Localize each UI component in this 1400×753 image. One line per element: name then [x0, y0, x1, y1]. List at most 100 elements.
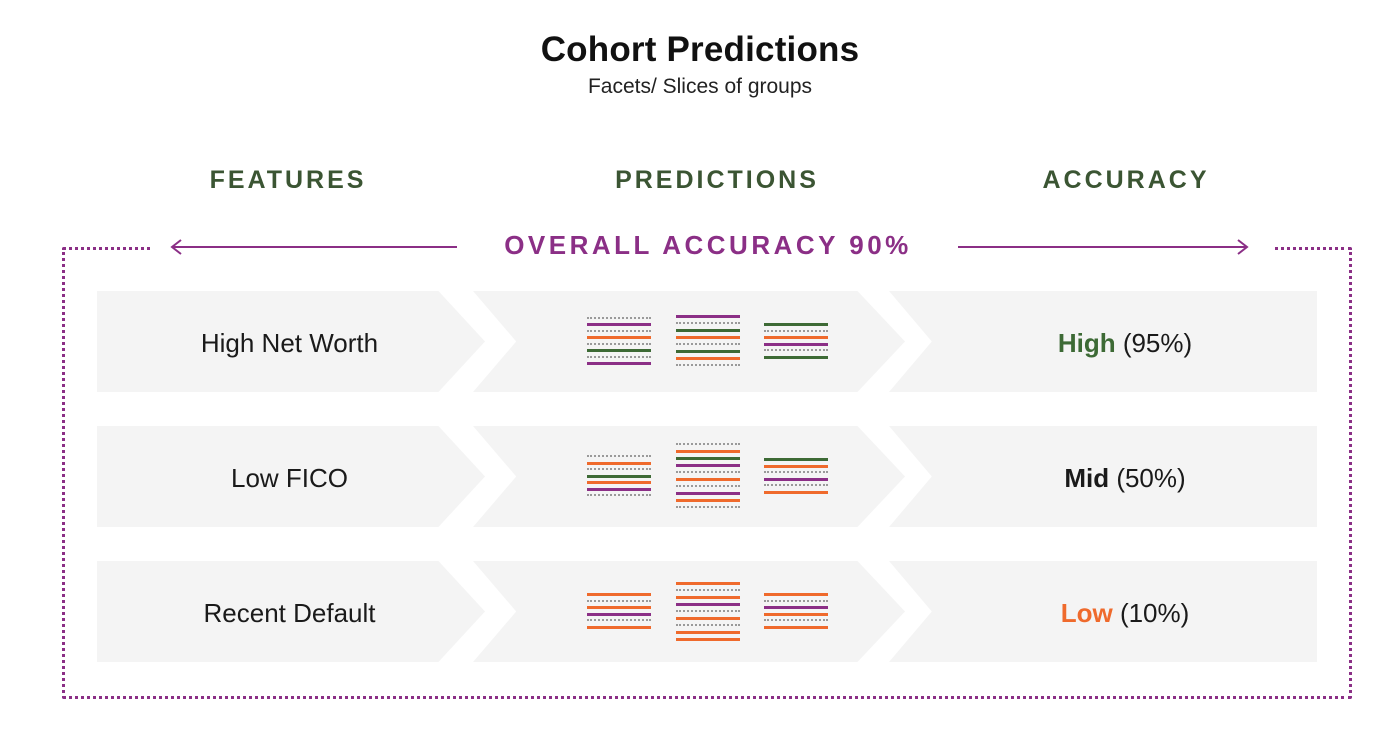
prediction-line — [764, 355, 828, 359]
prediction-line — [676, 464, 740, 467]
prediction-line — [587, 593, 651, 597]
prediction-segment — [473, 426, 905, 527]
prediction-line — [676, 581, 740, 585]
prediction-line — [676, 336, 740, 339]
prediction-line — [676, 457, 740, 460]
prediction-line — [764, 477, 828, 481]
prediction-line — [764, 471, 828, 474]
prediction-line — [676, 595, 740, 599]
prediction-line — [676, 485, 740, 488]
prediction-line — [676, 602, 740, 606]
left-arrow-icon — [170, 239, 457, 255]
prediction-line — [676, 609, 740, 613]
prediction-line — [676, 443, 740, 446]
feature-label: High Net Worth — [200, 328, 379, 358]
accuracy-segment — [889, 426, 1317, 527]
accuracy-level: Low — [1060, 598, 1113, 628]
prediction-segment — [473, 291, 905, 392]
column-header-predictions: PREDICTIONS — [615, 166, 819, 194]
prediction-line — [764, 329, 828, 333]
prediction-line — [676, 343, 740, 346]
prediction-line — [764, 464, 828, 468]
prediction-line — [587, 323, 651, 327]
prediction-line — [764, 323, 828, 327]
prediction-line — [587, 329, 651, 333]
prediction-line — [676, 506, 740, 509]
prediction-lines-icon — [587, 316, 651, 366]
prediction-line — [587, 468, 651, 471]
prediction-lines-icon — [764, 458, 828, 494]
prediction-line — [764, 490, 828, 494]
chart-title: Cohort Predictions — [540, 30, 860, 69]
prediction-line — [587, 342, 651, 346]
prediction-line — [764, 336, 828, 340]
prediction-lines-icon — [676, 315, 740, 367]
prediction-line — [587, 599, 651, 603]
prediction-line — [676, 471, 740, 474]
accuracy-percent: (95%) — [1122, 328, 1193, 358]
feature-segment — [97, 426, 485, 527]
prediction-lines-icon — [676, 581, 740, 641]
prediction-line — [676, 637, 740, 641]
prediction-line — [587, 336, 651, 340]
prediction-lines-icon — [764, 323, 828, 359]
accuracy-percent: (50%) — [1116, 463, 1186, 493]
prediction-lines-icon — [587, 593, 651, 629]
prediction-segment — [473, 561, 905, 662]
chart-subtitle: Facets/ Slices of groups — [587, 75, 813, 98]
prediction-line — [676, 616, 740, 620]
prediction-line — [676, 492, 740, 495]
prediction-line — [587, 316, 651, 320]
prediction-line — [764, 612, 828, 616]
prediction-line — [676, 364, 740, 367]
accuracy-level: Mid — [1064, 463, 1110, 493]
prediction-line — [587, 606, 651, 610]
accuracy-segment — [889, 291, 1317, 392]
prediction-lines-icon — [587, 455, 651, 497]
prediction-line — [764, 606, 828, 610]
prediction-line — [764, 484, 828, 487]
prediction-line — [764, 349, 828, 352]
prediction-line — [587, 481, 651, 484]
prediction-line — [764, 593, 828, 597]
prediction-line — [587, 461, 651, 465]
prediction-line — [764, 458, 828, 462]
prediction-line — [676, 450, 740, 453]
prediction-line — [587, 455, 651, 458]
feature-segment — [97, 561, 485, 662]
right-arrow-icon — [958, 239, 1249, 255]
column-header-accuracy: ACCURACY — [1042, 166, 1210, 194]
accuracy-segment — [889, 561, 1317, 662]
prediction-line — [587, 355, 651, 359]
overall-accuracy-label: OVERALL ACCURACY 90% — [504, 230, 912, 260]
prediction-line — [587, 487, 651, 491]
feature-label: Recent Default — [203, 598, 376, 628]
feature-segment — [97, 291, 485, 392]
prediction-lines-icon — [764, 593, 828, 629]
accuracy-value: High (95%) — [1000, 328, 1250, 359]
prediction-line — [764, 342, 828, 346]
prediction-line — [764, 625, 828, 629]
prediction-line — [587, 362, 651, 366]
prediction-line — [676, 322, 740, 325]
prediction-line — [676, 630, 740, 634]
prediction-line — [587, 494, 651, 497]
accuracy-value: Low (10%) — [1000, 598, 1250, 629]
prediction-line — [676, 357, 740, 360]
prediction-line — [587, 619, 651, 622]
prediction-line — [764, 619, 828, 622]
prediction-line — [676, 588, 740, 592]
prediction-line — [587, 625, 651, 629]
accuracy-level: High — [1057, 328, 1116, 358]
feature-label: Low FICO — [230, 463, 349, 493]
prediction-line — [676, 350, 740, 353]
prediction-line — [587, 349, 651, 353]
prediction-line — [676, 315, 740, 318]
prediction-line — [587, 612, 651, 616]
prediction-line — [587, 474, 651, 478]
accuracy-percent: (10%) — [1119, 598, 1190, 628]
prediction-lines-icon — [676, 443, 740, 509]
prediction-line — [764, 599, 828, 603]
prediction-line — [676, 478, 740, 481]
